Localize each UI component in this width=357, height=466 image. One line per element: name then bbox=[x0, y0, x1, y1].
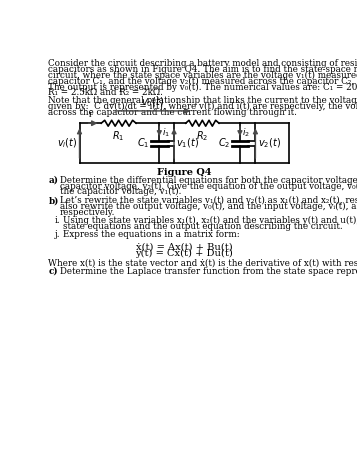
Text: y(t) = Cx(t) + Du(t): y(t) = Cx(t) + Du(t) bbox=[135, 249, 233, 258]
Text: Using the state variables x₁(t), x₂(t) and the variables y(t) and u(t), write th: Using the state variables x₁(t), x₂(t) a… bbox=[63, 216, 357, 225]
Text: Note that the general relationship that links the current to the voltage for a c: Note that the general relationship that … bbox=[49, 96, 357, 105]
Text: capacitor voltage, v₂(t). Give the equation of the output voltage, v₀(t), in ter: capacitor voltage, v₂(t). Give the equat… bbox=[60, 181, 357, 191]
Text: i: i bbox=[89, 110, 92, 119]
Text: Determine the Laplace transfer function from the state space representation.: Determine the Laplace transfer function … bbox=[60, 267, 357, 275]
Text: Figure Q4: Figure Q4 bbox=[157, 168, 211, 177]
Text: $R_2$: $R_2$ bbox=[196, 130, 208, 143]
Text: a): a) bbox=[49, 176, 59, 185]
Text: Consider the circuit describing a battery model and consisting of resistors and: Consider the circuit describing a batter… bbox=[49, 59, 357, 68]
Text: Let’s rewrite the state variables v₁(t) and v₂(t) as x₁(t) and x₂(t), respective: Let’s rewrite the state variables v₁(t) … bbox=[60, 196, 357, 206]
Text: Where x(t) is the state vector and ẋ(t) is the derivative of x(t) with respect t: Where x(t) is the state vector and ẋ(t) … bbox=[49, 259, 357, 267]
Text: Determine the differential equations for both the capacitor voltage, v₁(t), and : Determine the differential equations for… bbox=[60, 176, 357, 185]
Text: b): b) bbox=[49, 196, 59, 205]
Text: $v_1(t)$: $v_1(t)$ bbox=[176, 137, 199, 150]
Text: ẋ(t) = Ax(t) + Bu(t): ẋ(t) = Ax(t) + Bu(t) bbox=[136, 242, 232, 251]
Text: c): c) bbox=[49, 267, 58, 275]
Text: $R_1$: $R_1$ bbox=[112, 130, 125, 143]
Text: Express the equations in a matrix form:: Express the equations in a matrix form: bbox=[63, 230, 240, 239]
Text: state equations and the output equation describing the circuit.: state equations and the output equation … bbox=[63, 222, 343, 231]
Text: circuit, where the state space variables are the voltage v₁(t) measured across t: circuit, where the state space variables… bbox=[49, 71, 357, 80]
Text: $v_0(t)$: $v_0(t)$ bbox=[141, 96, 164, 110]
Text: across the capacitor and the current flowing through it.: across the capacitor and the current flo… bbox=[49, 108, 297, 117]
Text: capacitor C₁, and the voltage v₂(t) measured across the capacitor C₂, respective: capacitor C₁, and the voltage v₂(t) meas… bbox=[49, 76, 357, 86]
Text: The output is represented by v₀(t). The numerical values are: C₁ = 200μF, C₂ = 1: The output is represented by v₀(t). The … bbox=[49, 82, 357, 91]
Text: R₁ = 2.5kΩ and R₂ = 2kΩ.: R₁ = 2.5kΩ and R₂ = 2kΩ. bbox=[49, 88, 164, 97]
Text: j.: j. bbox=[55, 230, 60, 239]
Text: $v_2(t)$: $v_2(t)$ bbox=[258, 137, 281, 150]
Text: the capacitor voltage, v₁(t).: the capacitor voltage, v₁(t). bbox=[60, 187, 181, 196]
Text: given by:  C dv(t)/dt = i(t), where v(t) and i(t) are respectively, the voltage : given by: C dv(t)/dt = i(t), where v(t) … bbox=[49, 102, 357, 111]
Text: $C_2$: $C_2$ bbox=[218, 137, 231, 150]
Text: respectively.: respectively. bbox=[60, 208, 116, 217]
Text: $C_1$: $C_1$ bbox=[137, 137, 149, 150]
Text: capacitors as shown in Figure Q4. The aim is to find the state-space model of th: capacitors as shown in Figure Q4. The ai… bbox=[49, 65, 357, 74]
Text: $i_2$: $i_2$ bbox=[242, 126, 250, 139]
Text: $i_1$: $i_1$ bbox=[162, 126, 170, 139]
Text: also rewrite the output voltage, v₀(t), and the input voltage, vᵢ(t), as y(t) an: also rewrite the output voltage, v₀(t), … bbox=[60, 202, 357, 211]
Text: $v_i(t)$: $v_i(t)$ bbox=[57, 137, 77, 150]
Text: i.: i. bbox=[55, 216, 60, 225]
